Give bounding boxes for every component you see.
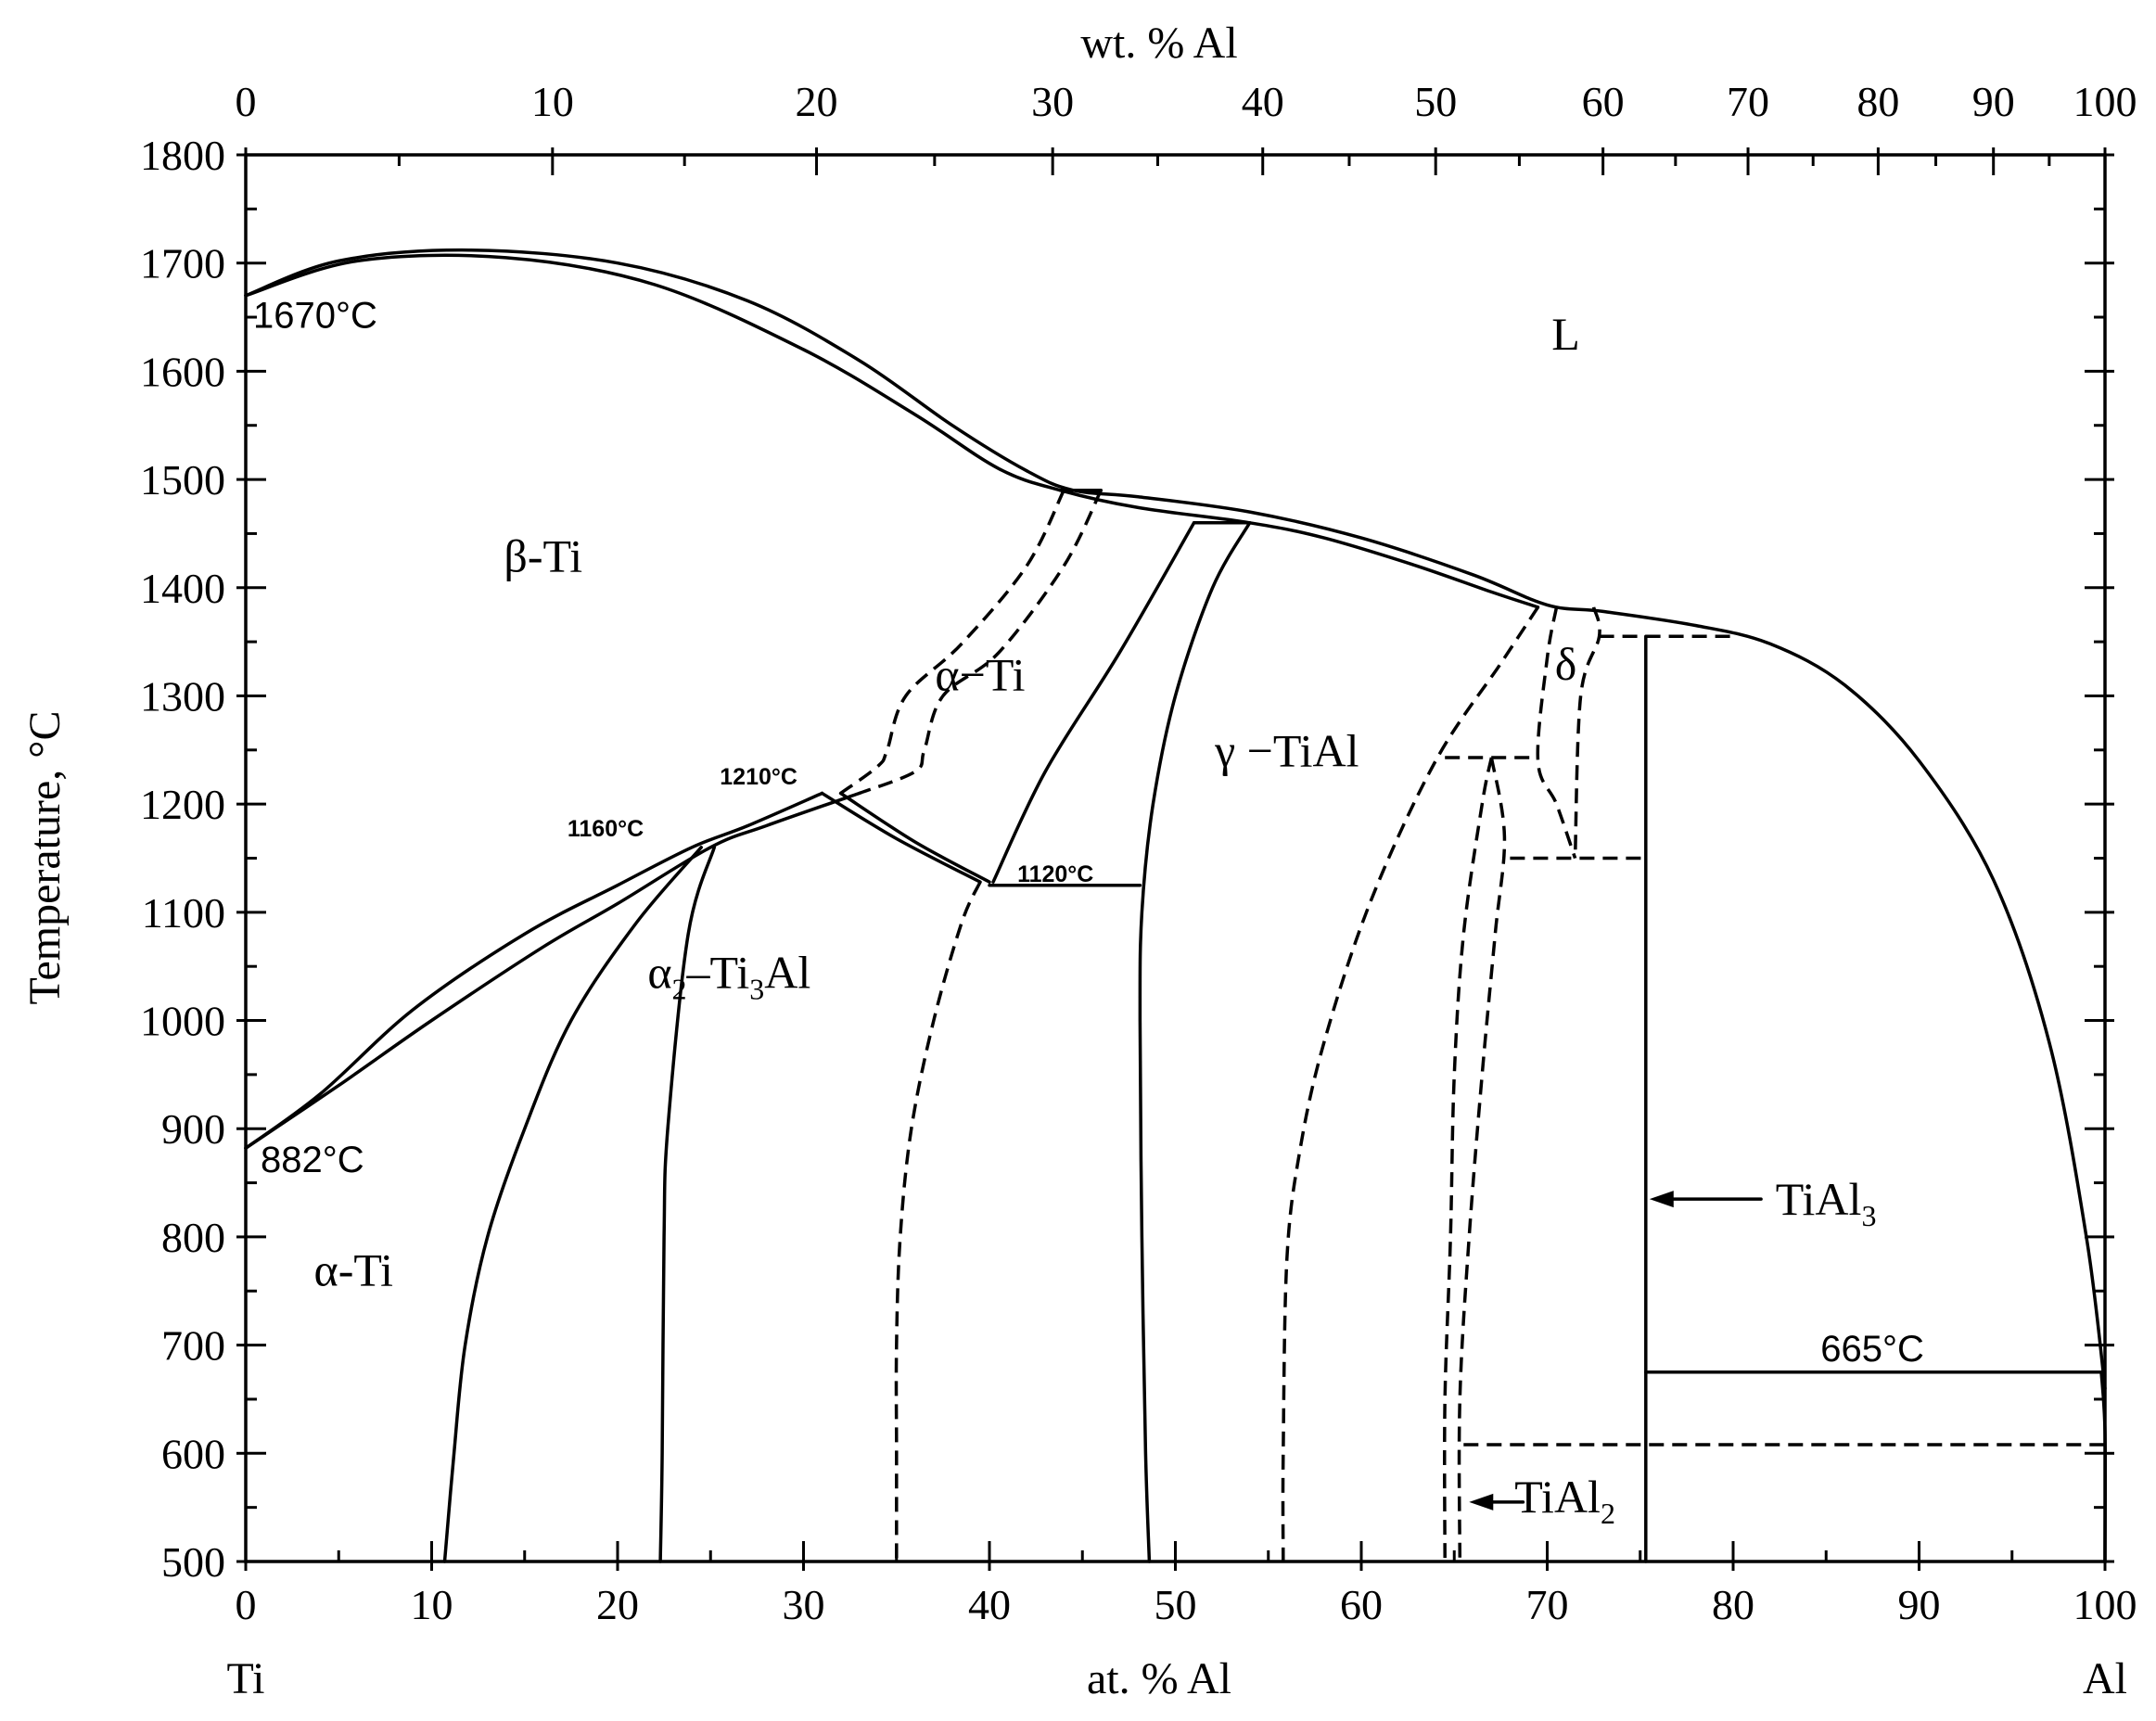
y-axis-title: Temperature, °C: [20, 710, 70, 1004]
dashed-boundary-tial2-right: [1457, 757, 1507, 1562]
phase-boundary-alpha-alpha2-boundary-2: [658, 846, 717, 1563]
arrow-head-0: [1649, 1191, 1674, 1208]
dashed-boundary-delta-right: [1573, 606, 1601, 859]
x-tick-label: 70: [1526, 1581, 1569, 1628]
phase-label: α-Ti: [314, 1243, 394, 1295]
temperature-annotation: 882°C: [261, 1140, 364, 1180]
phase-boundary-eutectoid-left-1: [820, 791, 982, 884]
x-tick-label: 100: [2073, 1581, 2137, 1628]
y-tick-label: 1500: [140, 456, 225, 504]
top-tick-label: 60: [1582, 78, 1625, 125]
phase-boundary-alpha-gamma-boundary-1: [991, 521, 1196, 884]
x-tick-label: 40: [968, 1581, 1011, 1628]
tick-labels: 0 10 20 30 40 50 60 70 80 90 1000 10 20 30 40 50 60 70 80 9…: [140, 78, 2137, 1628]
dashed-boundary-gamma-solvus-right: [1281, 606, 1539, 1562]
phase-boundary-alpha-gamma-boundary-2: [1138, 521, 1252, 1563]
y-tick-label: 900: [161, 1105, 225, 1153]
top-tick-label: 20: [796, 78, 838, 125]
top-tick-label: 10: [531, 78, 574, 125]
phase-label: γ −TiAl: [1214, 724, 1359, 776]
top-tick-label: 70: [1727, 78, 1769, 125]
x-tick-label: 50: [1155, 1581, 1197, 1628]
y-tick-label: 1800: [140, 132, 225, 179]
phase-boundary-beta-liquidus: [244, 248, 2107, 1391]
temperature-annotation: 1210°C: [720, 764, 797, 790]
top-tick-label: 80: [1856, 78, 1899, 125]
temperature-annotation: 1160°C: [568, 816, 644, 842]
y-tick-label: 1000: [140, 998, 225, 1045]
top-tick-label: 100: [2073, 78, 2137, 125]
compound-label: TiAl2: [1514, 1471, 1615, 1530]
x-tick-label: 80: [1712, 1581, 1754, 1628]
dashed-boundary-tial2-left: [1443, 757, 1494, 1562]
temperature-annotation: 665°C: [1820, 1329, 1924, 1370]
top-axis-title: wt. % Al: [1080, 19, 1237, 68]
y-tick-label: 1100: [142, 889, 225, 937]
dashed-boundary-alpha-ordering-1: [839, 489, 1065, 795]
phase-label: β-Ti: [504, 529, 582, 581]
phase-label: α2–Ti3Al: [647, 947, 810, 1006]
y-tick-label: 1700: [140, 240, 225, 287]
phase-label: L: [1551, 308, 1580, 360]
x-tick-label: 10: [411, 1581, 453, 1628]
y-tick-label: 1400: [140, 565, 225, 612]
top-tick-label: 0: [236, 78, 257, 125]
y-tick-label: 600: [161, 1430, 225, 1477]
phase-boundary-beta-alpha-transus-2: [244, 791, 861, 1150]
x-tick-label: 20: [596, 1581, 639, 1628]
top-tick-label: 90: [1972, 78, 2015, 125]
phase-labels: Lβ-Ti α−Ti γ −TiAl δ α2–Ti3Al α-Ti 1670°C 882°C…: [253, 296, 1924, 1530]
y-tick-label: 700: [161, 1322, 225, 1370]
y-tick-label: 800: [161, 1214, 225, 1261]
top-tick-label: 30: [1031, 78, 1074, 125]
phase-boundary-beta-alpha-transus-1: [244, 791, 824, 1150]
right-end-label-al: Al: [2083, 1654, 2127, 1703]
y-tick-label: 1600: [140, 348, 225, 395]
y-tick-label: 1300: [140, 672, 225, 720]
x-tick-label: 0: [236, 1581, 257, 1628]
top-tick-label: 50: [1414, 78, 1457, 125]
phase-boundary-beta-solidus: [244, 253, 1540, 609]
arrow-head-1: [1469, 1493, 1494, 1511]
y-tick-label: 500: [161, 1538, 225, 1586]
dashed-boundary-alpha2-gamma-solvus: [894, 881, 982, 1562]
x-tick-label: 90: [1898, 1581, 1941, 1628]
plot-frame: [244, 153, 2107, 1563]
phase-label: δ: [1555, 638, 1577, 690]
phase-boundary-alpha-alpha2-boundary-1: [442, 846, 703, 1563]
x-tick-label: 30: [783, 1581, 825, 1628]
y-tick-label: 1200: [140, 781, 225, 828]
temperature-annotation: 1670°C: [253, 296, 377, 337]
compound-label: TiAl3: [1776, 1173, 1877, 1232]
phase-boundary-eutectoid-left-2: [838, 791, 991, 884]
x-axis-title: at. % Al: [1087, 1654, 1231, 1703]
left-end-label-ti: Ti: [227, 1654, 265, 1703]
dashed-boundary-alpha-ordering-2: [858, 489, 1103, 796]
x-tick-label: 60: [1340, 1581, 1383, 1628]
phase-label: α−Ti: [935, 649, 1025, 701]
temperature-annotation: 1120°C: [1017, 861, 1093, 887]
top-tick-label: 40: [1242, 78, 1284, 125]
